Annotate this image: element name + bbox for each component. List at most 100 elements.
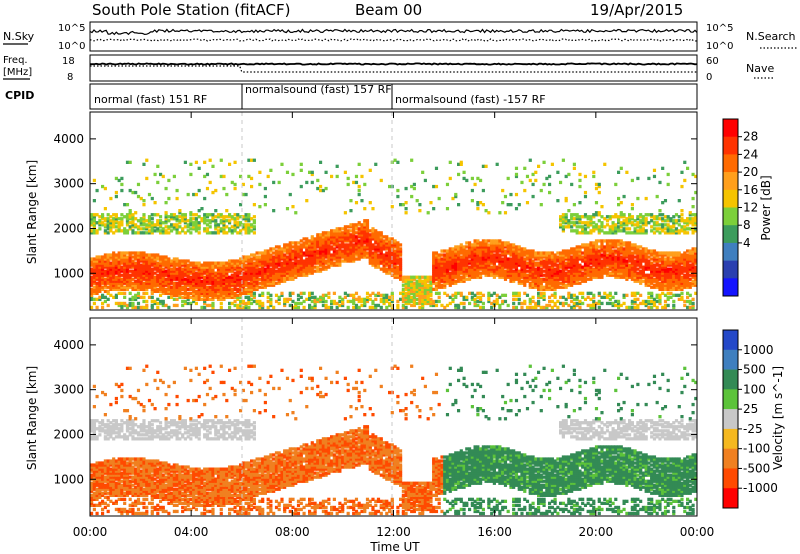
power-cell xyxy=(164,229,168,233)
power-cell xyxy=(310,239,314,243)
power-cell xyxy=(437,263,441,267)
power-cell xyxy=(462,267,466,271)
power-cell xyxy=(222,227,226,231)
power-cell xyxy=(503,211,508,215)
power-cell xyxy=(250,283,254,287)
power-cell xyxy=(600,229,604,233)
power-cell xyxy=(197,283,201,287)
power-cell xyxy=(561,261,565,265)
power-cell xyxy=(357,229,361,233)
power-cell xyxy=(203,281,207,285)
power-cell xyxy=(216,215,221,219)
power-cell xyxy=(365,225,370,229)
power-cell xyxy=(583,255,588,259)
power-cell xyxy=(167,225,171,229)
power-cell xyxy=(434,255,439,259)
power-cell xyxy=(145,231,149,235)
power-cell xyxy=(305,249,309,253)
power-cell xyxy=(252,219,256,223)
power-cell xyxy=(183,283,187,287)
power-cell xyxy=(156,257,160,261)
power-cell xyxy=(528,269,532,273)
power-cell xyxy=(142,269,146,273)
power-cell xyxy=(534,303,538,308)
power-cell xyxy=(647,273,651,277)
power-cell xyxy=(216,293,221,297)
power-cell xyxy=(390,259,394,263)
power-cell xyxy=(203,196,207,201)
power-cell xyxy=(136,253,141,257)
power-cell xyxy=(211,297,215,301)
power-cell xyxy=(150,271,154,275)
power-cell xyxy=(258,305,262,310)
power-cell xyxy=(379,243,383,247)
power-cell xyxy=(192,293,196,297)
power-cell xyxy=(136,273,141,277)
power-cell xyxy=(633,255,637,259)
power-cell xyxy=(440,269,444,273)
power-cell xyxy=(650,253,654,257)
power-cell xyxy=(120,219,124,223)
power-cell xyxy=(175,287,179,291)
power-cell xyxy=(288,245,292,249)
power-cell xyxy=(448,271,452,275)
power-cell xyxy=(216,223,221,227)
power-cell xyxy=(382,257,386,261)
power-cell xyxy=(379,178,383,183)
power-cell xyxy=(523,277,527,281)
power-cell xyxy=(434,303,439,308)
power-cell xyxy=(570,275,574,279)
power-cell xyxy=(142,227,146,231)
power-cell xyxy=(603,269,607,273)
power-cell xyxy=(437,261,441,265)
power-cell xyxy=(534,251,538,255)
power-cell xyxy=(92,291,96,295)
power-cell xyxy=(159,275,163,279)
power-cell xyxy=(503,269,508,273)
power-cell xyxy=(167,259,171,263)
power-cell xyxy=(514,245,519,249)
power-cell xyxy=(239,267,243,271)
power-cell xyxy=(625,261,629,265)
power-cell xyxy=(247,231,251,235)
power-cell xyxy=(650,251,654,255)
power-cell xyxy=(299,247,303,251)
power-cell xyxy=(128,263,132,267)
power-cell xyxy=(142,219,146,223)
power-cell xyxy=(134,231,138,235)
power-cell xyxy=(327,265,331,269)
power-cell xyxy=(258,251,262,255)
power-cell xyxy=(594,249,599,253)
power-cell xyxy=(567,257,571,261)
power-cell xyxy=(561,269,565,273)
power-cell xyxy=(352,253,356,257)
power-cell xyxy=(338,255,342,259)
power-cell xyxy=(294,261,298,265)
power-cell xyxy=(473,261,477,265)
power-cell xyxy=(167,261,171,265)
power-cell xyxy=(445,269,450,273)
power-cell xyxy=(622,271,626,275)
power-cell xyxy=(379,253,383,257)
power-cell xyxy=(487,249,491,253)
power-cell xyxy=(324,247,328,251)
date-label: 19/Apr/2015 xyxy=(590,1,683,19)
power-cell xyxy=(537,277,541,281)
power-cell xyxy=(346,225,350,229)
power-cell xyxy=(487,263,491,267)
power-cell xyxy=(147,265,152,269)
power-cell xyxy=(208,219,212,223)
power-cell xyxy=(277,295,281,299)
power-cell xyxy=(360,247,364,251)
power-cell xyxy=(528,259,532,263)
power-cell xyxy=(622,194,626,199)
power-cell xyxy=(658,293,662,297)
power-cell xyxy=(128,291,132,295)
power-cell xyxy=(523,259,527,263)
power-cell xyxy=(250,184,254,189)
power-cell xyxy=(261,271,265,275)
power-cell xyxy=(641,221,645,225)
power-cell xyxy=(131,305,135,310)
power-cell xyxy=(531,285,535,289)
power-cell xyxy=(319,245,323,249)
